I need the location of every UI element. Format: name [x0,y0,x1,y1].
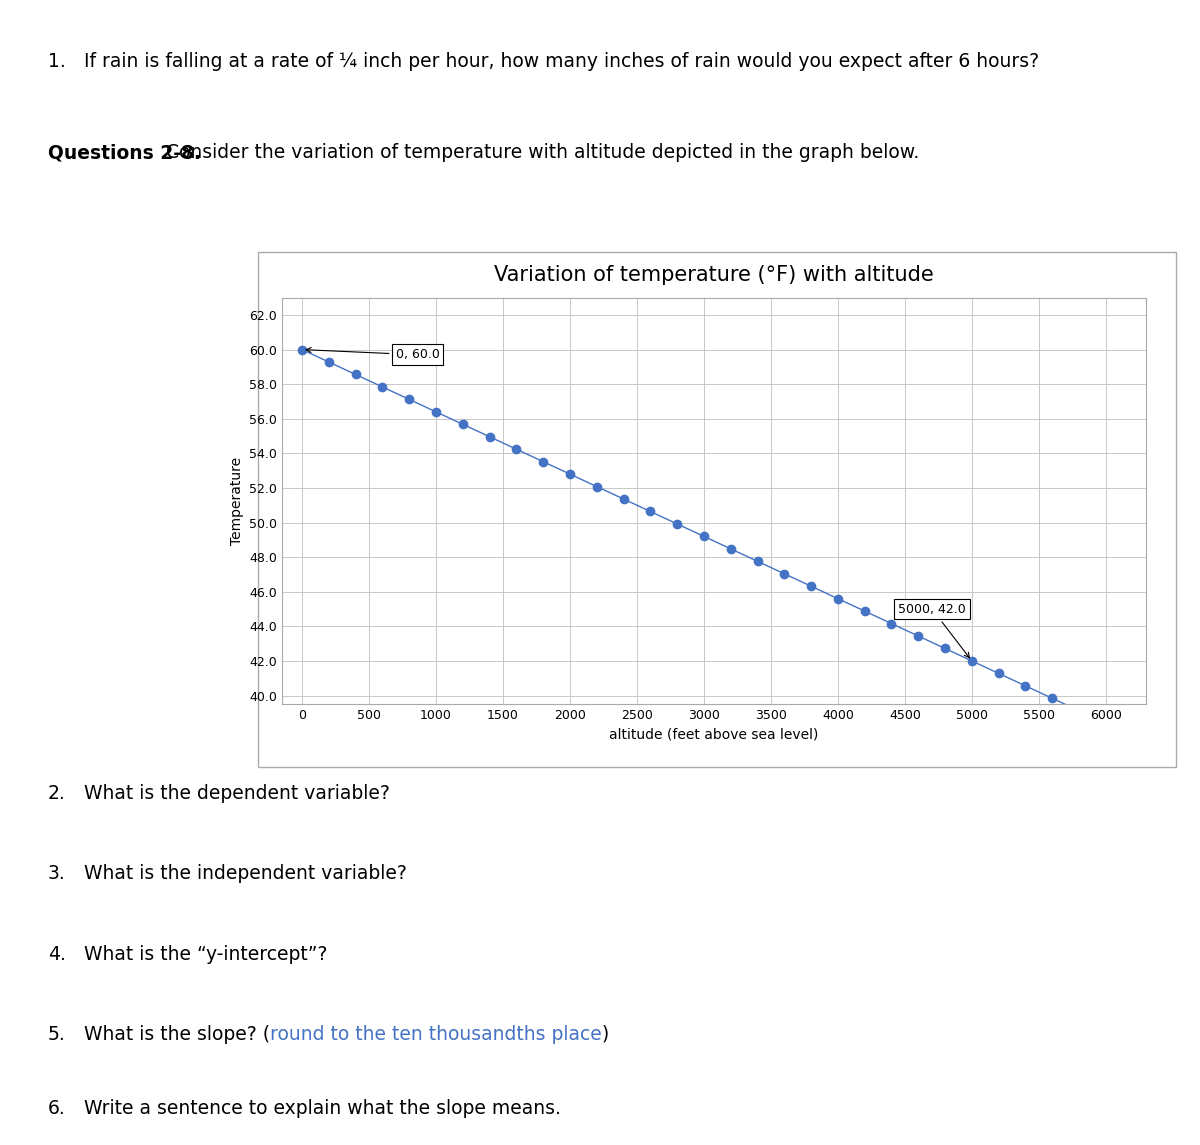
Text: 4.: 4. [48,945,66,964]
X-axis label: altitude (feet above sea level): altitude (feet above sea level) [610,727,818,742]
Text: 6.: 6. [48,1099,66,1119]
Y-axis label: Temperature: Temperature [229,457,244,545]
Text: round to the ten thousandths place: round to the ten thousandths place [270,1025,602,1044]
Text: What is the “y-intercept”?: What is the “y-intercept”? [84,945,328,964]
Text: 3.: 3. [48,864,66,884]
Text: Consider the variation of temperature with altitude depicted in the graph below.: Consider the variation of temperature wi… [160,143,919,163]
Text: What is the independent variable?: What is the independent variable? [84,864,407,884]
Text: What is the slope? (: What is the slope? ( [84,1025,270,1044]
Text: 5000, 42.0: 5000, 42.0 [898,602,970,657]
Text: 2.: 2. [48,784,66,804]
Text: ): ) [602,1025,610,1044]
Title: Variation of temperature (°F) with altitude: Variation of temperature (°F) with altit… [494,264,934,285]
Text: What is the dependent variable?: What is the dependent variable? [84,784,390,804]
Text: If rain is falling at a rate of ¼ inch per hour, how many inches of rain would y: If rain is falling at a rate of ¼ inch p… [84,52,1039,71]
Text: 1.: 1. [48,52,66,71]
Text: Write a sentence to explain what the slope means.: Write a sentence to explain what the slo… [84,1099,560,1119]
Text: 0, 60.0: 0, 60.0 [306,347,439,361]
Text: Questions 2-8.: Questions 2-8. [48,143,202,163]
Text: 5.: 5. [48,1025,66,1044]
